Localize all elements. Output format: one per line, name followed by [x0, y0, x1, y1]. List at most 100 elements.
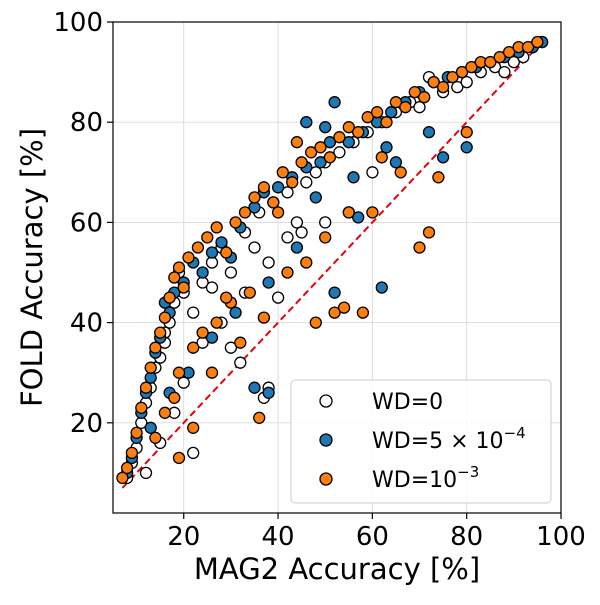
point-series0-39: [498, 65, 511, 79]
point-series1-60: [300, 116, 313, 129]
point-series2-44: [465, 60, 478, 74]
legend-label-wd5e4-text: WD=5 × 10: [372, 429, 504, 454]
x-tick-label-2: 60: [356, 522, 389, 552]
point-series1-42: [328, 286, 341, 299]
legend-marker-wd0: [319, 394, 333, 408]
point-series1-61: [319, 121, 332, 134]
point-series2-79: [460, 126, 473, 139]
point-series2-14: [182, 251, 195, 264]
point-series2-27: [304, 146, 318, 159]
point-series2-72: [187, 421, 200, 434]
point-series1-51: [205, 331, 219, 344]
point-series1-59: [422, 126, 436, 139]
point-series2-58: [422, 226, 436, 239]
point-series2-67: [187, 341, 200, 354]
point-series2-53: [309, 316, 322, 329]
point-series2-17: [210, 221, 223, 234]
point-series2-47: [493, 50, 506, 64]
point-series2-2: [125, 446, 139, 460]
point-series2-29: [323, 151, 337, 164]
point-series2-9: [158, 311, 172, 324]
point-series2-20: [238, 206, 252, 219]
point-series2-83: [234, 336, 247, 349]
point-series1-25: [328, 96, 341, 109]
legend-label-wd5e4: WD=5 × 10−4: [372, 424, 526, 454]
point-series0-60: [224, 341, 238, 354]
point-series0-32: [413, 101, 426, 114]
point-series1-14: [205, 246, 219, 259]
point-series1-48: [290, 241, 304, 254]
point-series2-65: [210, 316, 223, 329]
y-axis-label: FOLD Accuracy [%]: [15, 128, 49, 407]
point-series2-75: [342, 206, 355, 219]
point-series0-21: [281, 186, 294, 199]
x-axis-label: MAG2 Accuracy [%]: [194, 552, 480, 586]
y-tick-label-2: 60: [70, 208, 103, 238]
point-series0-64: [248, 241, 261, 254]
point-series1-24: [323, 136, 337, 149]
point-series1-45: [460, 141, 473, 154]
point-series2-68: [172, 366, 186, 379]
point-series0-24: [309, 166, 322, 179]
point-series2-66: [196, 326, 209, 339]
point-series0-62: [319, 216, 332, 229]
point-series0-13: [187, 306, 200, 319]
point-series2-0: [116, 471, 129, 485]
point-series2-11: [168, 271, 181, 284]
point-series0-55: [234, 356, 247, 369]
point-series2-59: [366, 206, 379, 219]
plot-frame: [112, 21, 562, 514]
point-series2-82: [205, 366, 219, 379]
legend-label-wd1e3: WD=10−3: [372, 463, 479, 493]
point-series2-40: [427, 75, 440, 89]
point-series1-46: [352, 211, 365, 224]
point-series2-78: [432, 171, 445, 184]
point-series2-24: [276, 166, 289, 179]
y-tick-label-4: 100: [53, 8, 103, 38]
point-series2-43: [455, 65, 469, 79]
point-series2-41: [436, 80, 450, 94]
point-series2-51: [531, 35, 544, 49]
point-series2-30: [333, 131, 346, 144]
point-series2-61: [300, 256, 313, 269]
point-series2-19: [229, 216, 242, 229]
point-series0-46: [262, 256, 275, 269]
point-series2-77: [394, 166, 407, 179]
point-series1-58: [389, 156, 403, 169]
point-series2-73: [172, 451, 186, 465]
point-series2-32: [352, 126, 365, 139]
point-series1-15: [215, 236, 228, 249]
point-series1-20: [271, 181, 285, 194]
point-series1-29: [385, 106, 398, 119]
point-series2-26: [295, 156, 308, 169]
x-tick-label-1: 40: [262, 522, 295, 552]
point-series2-1: [120, 461, 134, 475]
reference-diagonal-line: [121, 41, 543, 489]
point-series2-8: [154, 326, 167, 339]
point-series2-28: [314, 141, 327, 154]
point-series2-6: [144, 361, 157, 374]
x-tick-label-0: 20: [167, 522, 200, 552]
point-series2-23: [267, 196, 280, 209]
point-series0-65: [205, 281, 219, 294]
point-series2-4: [135, 401, 148, 414]
axis-ticks: 20 40 60 80 100 20 40 60 80 100: [53, 8, 585, 552]
point-series2-46: [484, 55, 497, 69]
legend-label-wd0-text: WD=0: [372, 390, 443, 415]
point-series2-84: [257, 311, 271, 324]
point-series2-16: [201, 231, 214, 244]
point-series2-69: [168, 391, 181, 404]
point-series1-41: [375, 281, 388, 294]
point-series2-60: [319, 231, 332, 244]
point-series2-81: [220, 291, 233, 304]
point-series0-53: [139, 466, 153, 480]
point-series1-23: [314, 156, 327, 169]
point-series2-74: [290, 136, 304, 149]
point-series0-23: [300, 176, 313, 189]
data-points: [116, 35, 549, 485]
point-series2-37: [399, 101, 412, 114]
point-series2-10: [163, 291, 176, 304]
point-series2-71: [149, 431, 162, 444]
point-series2-62: [281, 266, 294, 279]
point-series1-13: [196, 266, 209, 279]
